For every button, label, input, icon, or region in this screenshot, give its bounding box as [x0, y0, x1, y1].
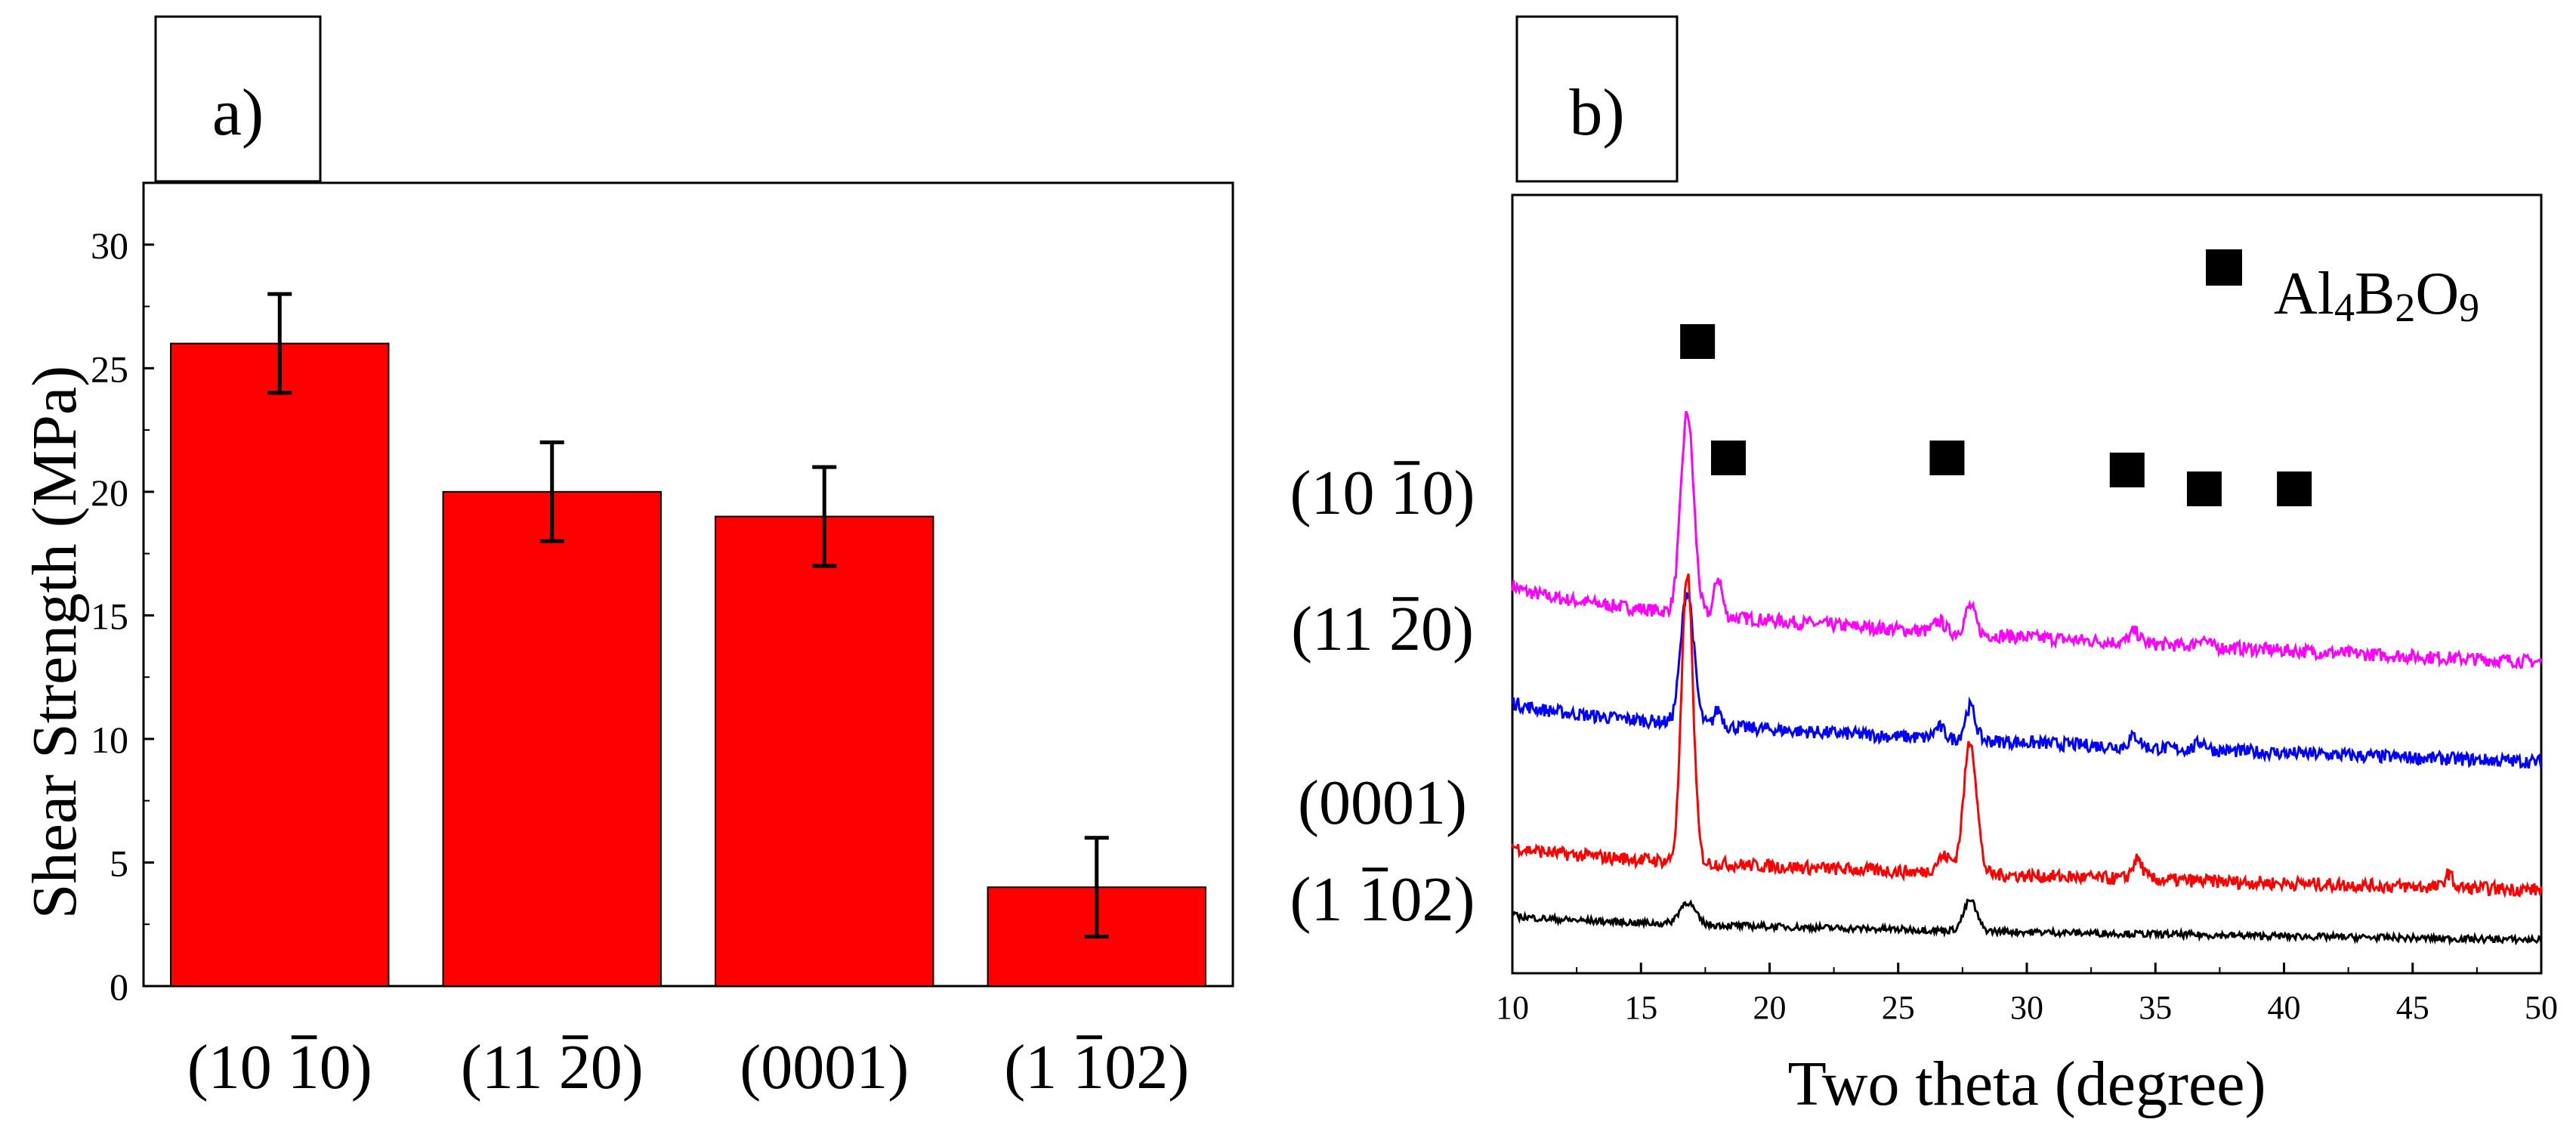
y-tick-label: 15: [91, 595, 128, 637]
panel-a-label: a): [212, 76, 264, 150]
legend-square-marker: [2206, 249, 2242, 286]
x-tick-label: 50: [2525, 989, 2558, 1026]
phase-marker: [1929, 441, 1965, 475]
error-bar: [267, 292, 292, 395]
phase-marker: [2277, 472, 2312, 506]
panel-a-x-axis: (10 10) (11 20) (0001) (1 102): [187, 1032, 1189, 1102]
x-tick-label: 25: [1882, 989, 1915, 1026]
panel-b: b) 10 15 20 25 30 35 40 45 50 (10 10) (11 20) (000…: [1290, 15, 2558, 1119]
x-tick-label: 10: [1496, 989, 1529, 1026]
panel-a-bars: [170, 292, 1206, 988]
x-tick-label: (10 10): [187, 1032, 372, 1102]
x-tick-label: 40: [2268, 989, 2301, 1026]
phase-marker: [1711, 441, 1747, 475]
panel-b-x-axis-label: Two theta (degree): [1787, 1049, 2266, 1119]
xrd-series-line: [1511, 410, 2543, 669]
panel-b-legend: Al4B2O9: [2206, 249, 2479, 330]
phase-marker: [2186, 472, 2222, 506]
panel-a: a) 0 5 10 15 20 25 30 (10 10) (11 20) (0001) (1 1…: [20, 15, 1234, 1102]
series-label: (10 10): [1290, 458, 1475, 528]
panel-b-phase-markers: [1680, 324, 2312, 506]
x-tick-label: (1 102): [1004, 1032, 1189, 1102]
legend-label: Al4B2O9: [2274, 261, 2479, 330]
bar: [170, 342, 390, 988]
panel-b-x-axis: 10 15 20 25 30 35 40 45 50: [1496, 963, 2558, 1026]
error-bar: [812, 465, 837, 568]
x-tick-label: (11 20): [461, 1032, 644, 1102]
x-tick-label: 20: [1753, 989, 1787, 1026]
y-tick-label: 0: [110, 966, 128, 1008]
phase-marker: [1680, 324, 1716, 359]
panel-a-y-axis-label: Shear Strength (MPa): [20, 366, 90, 920]
panel-b-series-labels: (10 10) (11 20) (0001) (1 102): [1290, 458, 1475, 935]
series-label: (0001): [1298, 768, 1467, 838]
x-tick-label: 45: [2396, 989, 2429, 1026]
x-tick-label: 15: [1624, 989, 1657, 1026]
xrd-series-line: [1511, 574, 2543, 898]
x-tick-label: (0001): [740, 1032, 909, 1102]
y-tick-label: 30: [91, 224, 128, 267]
series-label: (1 102): [1290, 864, 1475, 935]
error-bar: [1084, 836, 1109, 939]
xrd-series-line: [1512, 898, 2543, 946]
y-tick-label: 25: [91, 348, 128, 390]
bar: [442, 490, 662, 987]
y-tick-label: 10: [91, 719, 128, 761]
series-label: (11 20): [1291, 594, 1474, 664]
panel-a-y-axis: 0 5 10 15 20 25 30: [91, 224, 154, 1008]
x-tick-label: 35: [2139, 989, 2172, 1026]
phase-marker: [2109, 453, 2145, 487]
panel-b-series: [1511, 410, 2543, 946]
x-tick-label: 30: [2010, 989, 2043, 1026]
error-bar: [539, 440, 564, 543]
panel-b-label: b): [1569, 76, 1624, 150]
bar: [715, 515, 934, 987]
y-tick-label: 20: [91, 472, 128, 514]
panel-b-label-box: [1515, 15, 1679, 183]
y-tick-label: 5: [110, 842, 128, 884]
panel-a-label-box: [154, 15, 322, 183]
